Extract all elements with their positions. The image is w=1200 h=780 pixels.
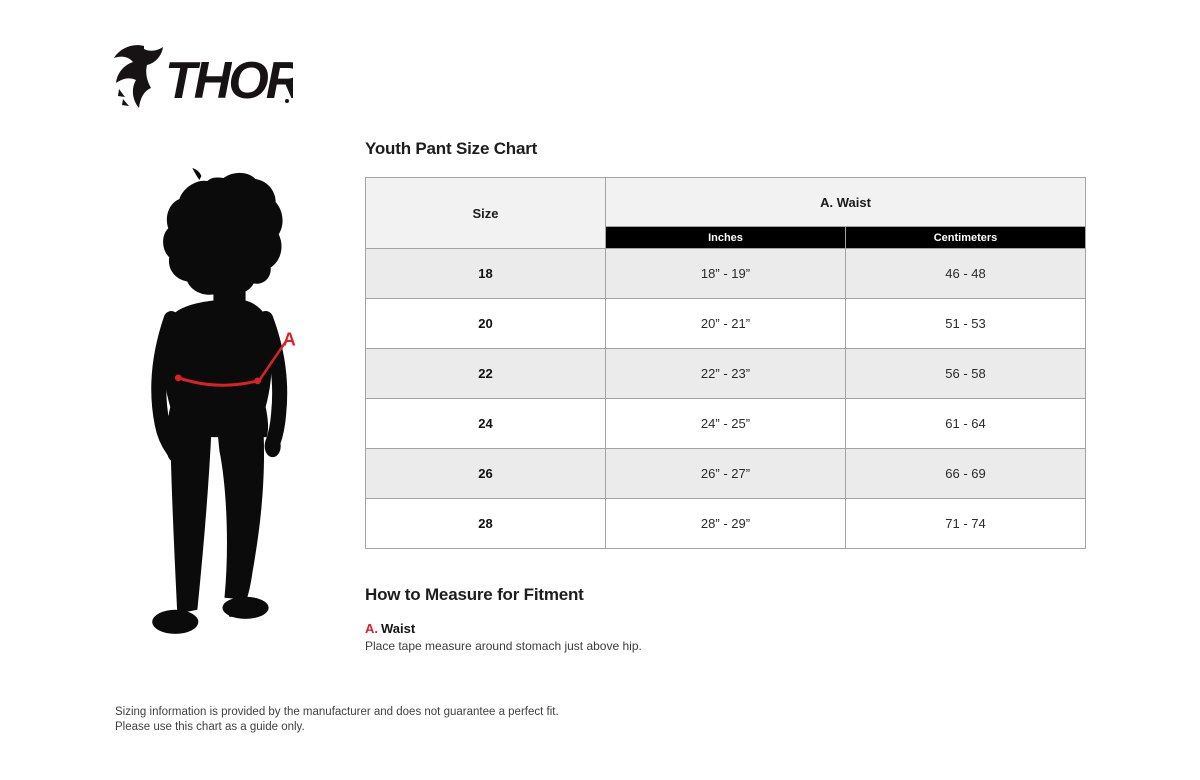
- thor-wordmark: THOR: [165, 52, 293, 109]
- size-cell: 20: [365, 298, 606, 349]
- table-row: 18 18” - 19” 46 - 48: [365, 248, 1086, 299]
- waist-pointer-line: [256, 340, 287, 384]
- table-row: 20 20” - 21” 51 - 53: [365, 298, 1086, 349]
- measure-item-name: Waist: [381, 621, 416, 636]
- measure-section-title: How to Measure for Fitment: [365, 585, 584, 604]
- centimeters-cell: 46 - 48: [845, 248, 1086, 299]
- table-row: 22 22” - 23” 56 - 58: [365, 348, 1086, 399]
- measure-item-description: Place tape measure around stomach just a…: [365, 639, 642, 653]
- disclaimer-line-2: Please use this chart as a guide only.: [115, 721, 305, 733]
- child-silhouette: A: [143, 168, 318, 660]
- thor-logo: THOR: [113, 45, 307, 110]
- size-cell: 18: [365, 248, 606, 299]
- disclaimer: Sizing information is provided by the ma…: [115, 705, 559, 735]
- centimeters-cell: 61 - 64: [845, 398, 1086, 449]
- centimeters-cell: 71 - 74: [845, 498, 1086, 549]
- table-row: 24 24” - 25” 61 - 64: [365, 398, 1086, 449]
- column-header-waist: A. Waist: [605, 177, 1086, 227]
- size-cell: 28: [365, 498, 606, 549]
- disclaimer-line-1: Sizing information is provided by the ma…: [115, 706, 559, 718]
- inches-cell: 26” - 27”: [605, 448, 846, 499]
- thor-goat-icon: [114, 45, 163, 108]
- inches-cell: 22” - 23”: [605, 348, 846, 399]
- column-header-centimeters: Centimeters: [845, 226, 1086, 249]
- measure-item-waist: A. Waist Place tape measure around stomac…: [365, 621, 1085, 653]
- size-chart-content: Youth Pant Size Chart Size A. Waist Inch…: [365, 139, 1086, 653]
- thor-goat-beard-icon: [118, 89, 129, 106]
- column-header-inches: Inches: [605, 226, 846, 249]
- child-silhouette-graphic: A: [151, 168, 296, 634]
- size-chart-title: Youth Pant Size Chart: [365, 139, 538, 158]
- size-cell: 22: [365, 348, 606, 399]
- size-chart-table: Size A. Waist Inches Centimeters 18 18” …: [365, 177, 1086, 549]
- measure-item-letter: A.: [365, 621, 378, 636]
- size-cell: 26: [365, 448, 606, 499]
- table-row: 28 28” - 29” 71 - 74: [365, 498, 1086, 549]
- centimeters-cell: 66 - 69: [845, 448, 1086, 499]
- inches-cell: 28” - 29”: [605, 498, 846, 549]
- waist-measure-line: [176, 376, 260, 387]
- size-cell: 24: [365, 398, 606, 449]
- column-header-size: Size: [365, 177, 606, 249]
- thor-logo-graphic: THOR: [114, 45, 307, 110]
- waist-annotation-label: A: [283, 330, 296, 350]
- thor-trademark-dot: [285, 99, 289, 103]
- centimeters-cell: 56 - 58: [845, 348, 1086, 399]
- measure-section: How to Measure for Fitment A. Waist Place…: [365, 585, 1085, 653]
- silhouette-body: [151, 168, 288, 634]
- inches-cell: 20” - 21”: [605, 298, 846, 349]
- waist-annotation: A: [174, 330, 296, 387]
- centimeters-cell: 51 - 53: [845, 298, 1086, 349]
- table-row: 26 26” - 27” 66 - 69: [365, 448, 1086, 499]
- inches-cell: 18” - 19”: [605, 248, 846, 299]
- inches-cell: 24” - 25”: [605, 398, 846, 449]
